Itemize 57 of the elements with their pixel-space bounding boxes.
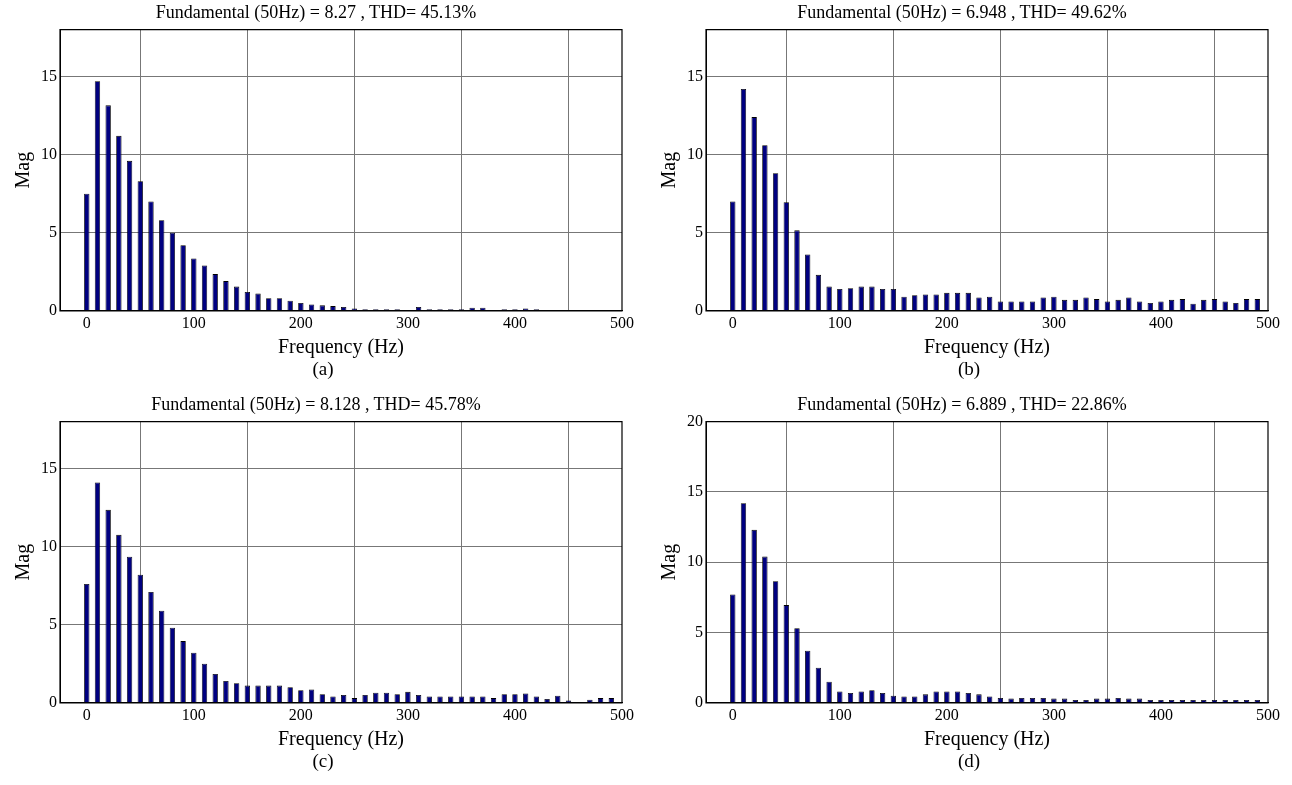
x-tick-label: 500	[610, 705, 634, 723]
y-tick-label: 10	[687, 144, 703, 162]
y-tick-label: 10	[41, 536, 57, 554]
y-axis-title: Mag	[11, 151, 35, 189]
x-tick-label: 100	[827, 705, 852, 723]
text: (a)	[311, 358, 335, 380]
x-tick-label: 500	[1256, 313, 1280, 331]
y-tick-label: 5	[695, 222, 703, 240]
x-tick-label: 200	[288, 705, 313, 723]
y-axis-title: Mag	[657, 151, 681, 189]
y-tick-label: 15	[687, 482, 703, 500]
y-tick-label: 20	[687, 411, 703, 429]
x-tick-label: 200	[934, 705, 959, 723]
x-tick-label: 200	[288, 313, 313, 331]
y-tick-label: 15	[41, 66, 57, 84]
x-tick-label: 300	[395, 705, 420, 723]
y-tick-label: 15	[41, 458, 57, 476]
x-tick-label: 0	[728, 313, 737, 331]
y-tick-label: 10	[687, 552, 703, 570]
chart-title: Fundamental (50Hz) = 6.948 , THD= 49.62%	[797, 1, 1127, 23]
x-tick-label: 400	[502, 705, 527, 723]
y-tick-label: 0	[49, 693, 57, 710]
x-axis-title: Frequency (Hz)	[923, 335, 1051, 359]
y-tick-label: 10	[41, 144, 57, 162]
text: (d)	[956, 750, 982, 772]
x-tick-label: 0	[82, 705, 91, 723]
x-tick-label: 300	[1041, 313, 1066, 331]
x-tick-label: 0	[82, 313, 91, 331]
text: (b)	[956, 358, 982, 380]
x-tick-label: 500	[1256, 705, 1280, 723]
y-axis-title: Mag	[11, 543, 35, 581]
x-tick-label: 400	[1148, 313, 1173, 331]
x-axis-title: Frequency (Hz)	[923, 727, 1051, 751]
x-tick-label: 400	[1148, 705, 1173, 723]
x-tick-label: 0	[728, 705, 737, 723]
y-tick-label: 0	[49, 301, 57, 318]
text: (c)	[311, 750, 335, 772]
x-axis-title: Frequency (Hz)	[277, 335, 405, 359]
y-tick-label: 5	[695, 622, 703, 640]
y-tick-label: 5	[49, 222, 57, 240]
x-tick-label: 300	[395, 313, 420, 331]
x-tick-label: 400	[502, 313, 527, 331]
x-tick-label: 500	[610, 313, 634, 331]
x-tick-label: 100	[827, 313, 852, 331]
y-tick-label: 0	[695, 301, 703, 318]
x-tick-label: 300	[1041, 705, 1066, 723]
y-tick-label: 5	[49, 614, 57, 632]
y-tick-label: 0	[695, 693, 703, 710]
chart-title: Fundamental (50Hz) = 8.128 , THD= 45.78%	[151, 393, 481, 415]
x-tick-label: 100	[181, 313, 206, 331]
y-axis-title: Mag	[657, 543, 681, 581]
chart-title: Fundamental (50Hz) = 8.27 , THD= 45.13%	[155, 1, 477, 23]
x-tick-label: 200	[934, 313, 959, 331]
x-axis-title: Frequency (Hz)	[277, 727, 405, 751]
chart-title: Fundamental (50Hz) = 6.889 , THD= 22.86%	[797, 393, 1127, 415]
x-tick-label: 100	[181, 705, 206, 723]
y-tick-label: 15	[687, 66, 703, 84]
